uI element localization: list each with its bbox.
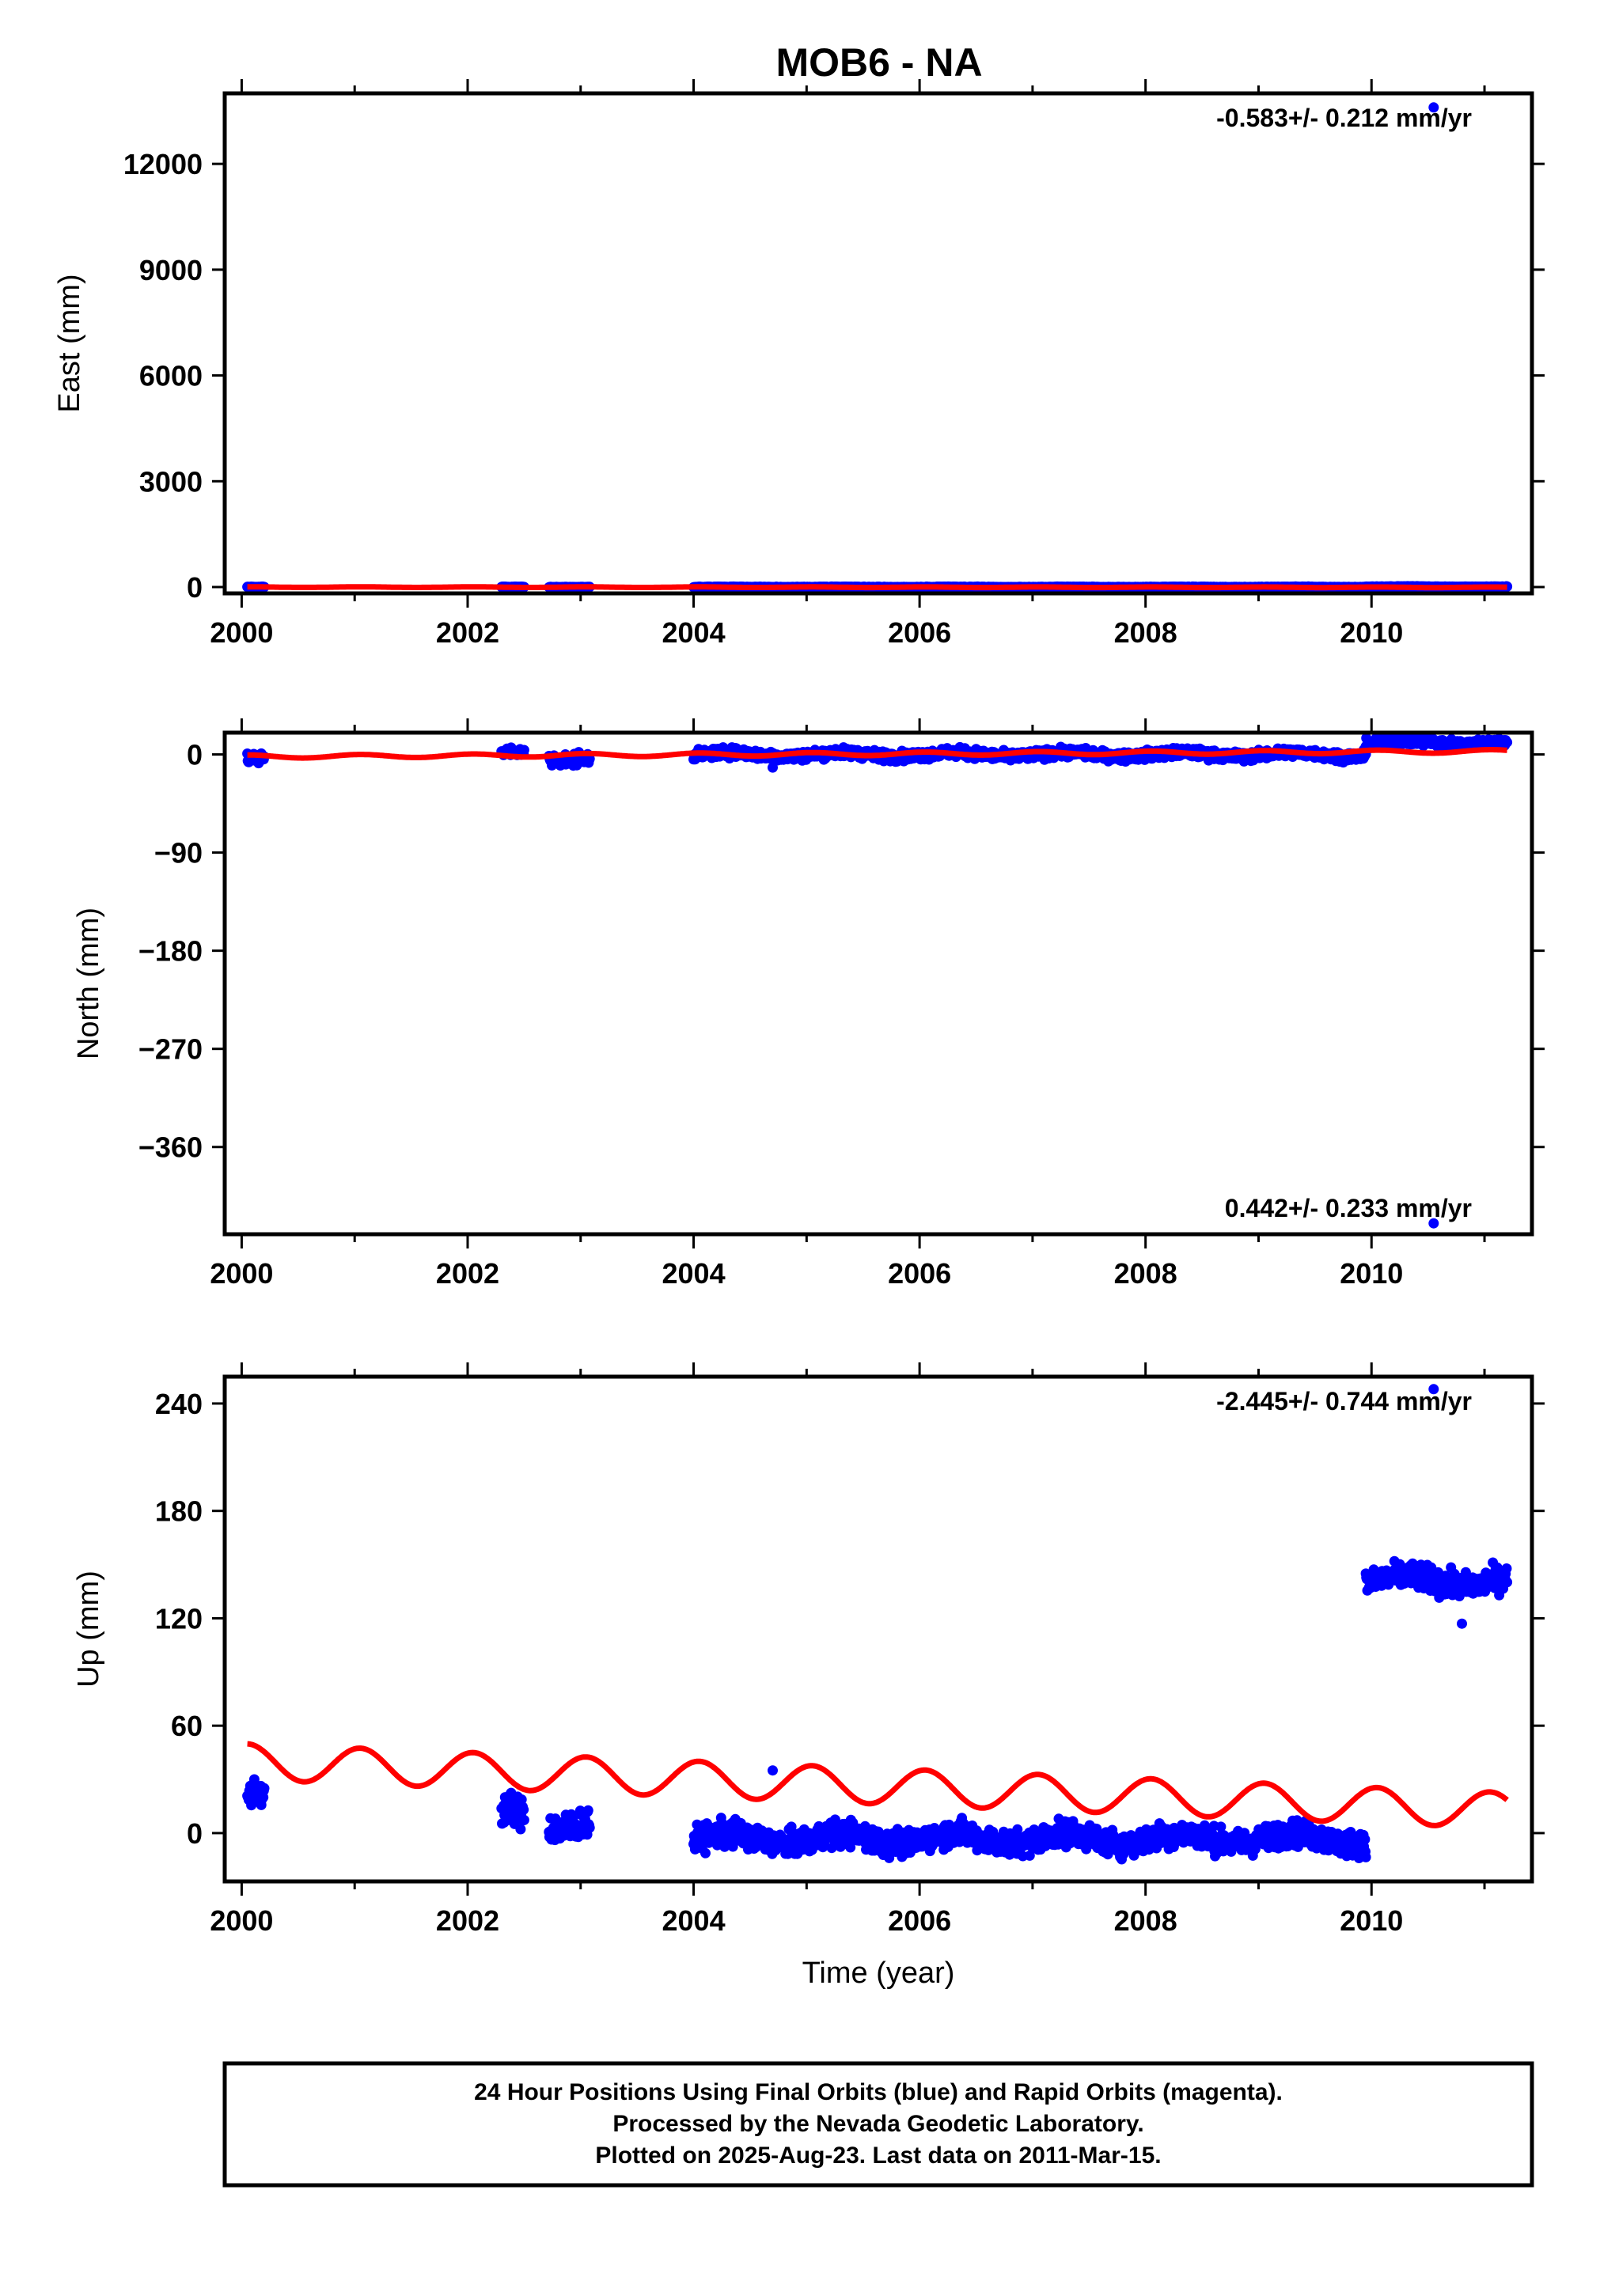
data-point bbox=[826, 1843, 837, 1854]
data-point bbox=[1502, 737, 1513, 748]
outlier-point bbox=[1428, 1218, 1439, 1229]
chart-title: MOB6 - NA bbox=[775, 40, 982, 85]
model-fit-line bbox=[245, 747, 1509, 761]
x-tick-label: 2008 bbox=[1114, 616, 1177, 649]
x-tick-label: 2002 bbox=[436, 1257, 499, 1290]
x-tick-label: 2006 bbox=[888, 1257, 951, 1290]
outlier-point bbox=[1428, 102, 1439, 113]
data-point bbox=[518, 744, 529, 756]
data-point bbox=[518, 1804, 529, 1815]
y-tick-label: 0 bbox=[187, 571, 203, 604]
y-tick-label: 0 bbox=[187, 739, 203, 771]
panel-east: 2000 2002 2004 2006 2008 2010 0 3000 6000 9000 120… bbox=[53, 79, 1545, 649]
outlier-point bbox=[768, 762, 778, 773]
observation-points bbox=[242, 102, 1513, 593]
velocity-rate-label: -0.583+/- 0.212 mm/yr bbox=[1216, 104, 1472, 132]
data-point bbox=[700, 1847, 711, 1858]
y-tick-label: −270 bbox=[138, 1033, 203, 1066]
y-tick-label: 9000 bbox=[139, 254, 203, 286]
data-point bbox=[248, 1774, 260, 1785]
data-point bbox=[584, 1822, 595, 1833]
y-axis-label: East (mm) bbox=[53, 274, 86, 412]
y-tick-label: −360 bbox=[138, 1131, 203, 1164]
y-tick-label: 3000 bbox=[139, 465, 203, 498]
observation-points bbox=[242, 733, 1513, 1229]
plot-frame bbox=[222, 730, 1534, 1237]
y-tick-label: −180 bbox=[138, 935, 203, 968]
x-tick-label: 2004 bbox=[662, 616, 726, 649]
x-tick-label: 2002 bbox=[436, 616, 499, 649]
data-point bbox=[518, 1814, 529, 1825]
data-point bbox=[845, 1842, 856, 1853]
observation-points bbox=[242, 1384, 1513, 1865]
plot-frame bbox=[222, 91, 1534, 596]
x-tick-label: 2010 bbox=[1340, 1257, 1403, 1290]
x-tick-label: 2010 bbox=[1340, 616, 1403, 649]
velocity-rate-label: 0.442+/- 0.233 mm/yr bbox=[1225, 1194, 1472, 1222]
y-tick-label: 6000 bbox=[139, 360, 203, 392]
x-tick-label: 2004 bbox=[662, 1257, 726, 1290]
y-tick-label: −90 bbox=[154, 837, 203, 870]
x-tick-label: 2000 bbox=[210, 1257, 273, 1290]
x-tick-label: 2000 bbox=[210, 616, 273, 649]
panel-north: 2000 2002 2004 2006 2008 2010 0 −90 −180 −270 −360… bbox=[72, 718, 1545, 1290]
model-fit-line bbox=[245, 584, 1509, 591]
data-point bbox=[259, 1783, 270, 1794]
outlier-point bbox=[253, 758, 264, 769]
data-point bbox=[582, 1805, 593, 1816]
data-point bbox=[515, 1824, 526, 1835]
x-tick-label: 2008 bbox=[1114, 1257, 1177, 1290]
x-tick-label: 2006 bbox=[888, 616, 951, 649]
y-axis-label: North (mm) bbox=[72, 907, 105, 1059]
y-tick-label: 12000 bbox=[123, 148, 203, 180]
